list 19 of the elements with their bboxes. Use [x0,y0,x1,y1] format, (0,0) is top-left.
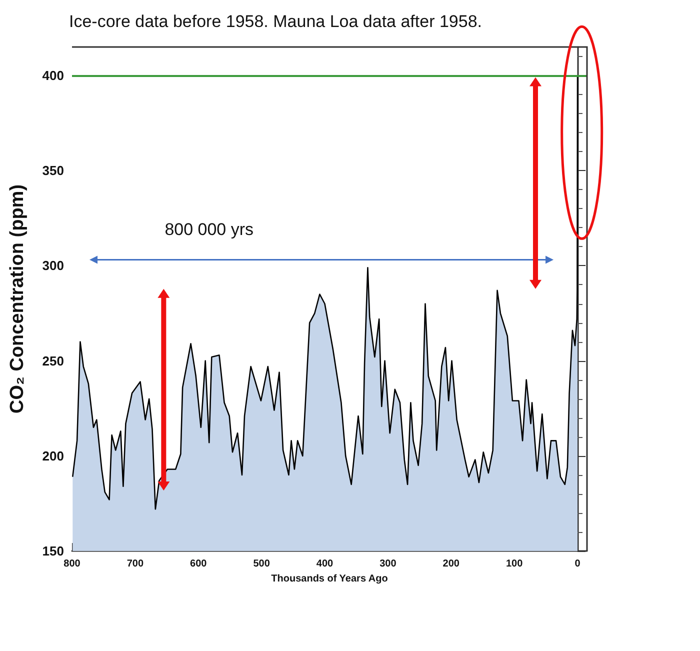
x-tick-label: 200 [442,558,460,570]
chart-title: Ice-core data before 1958. Mauna Loa data after 1958. [69,12,482,31]
x-tick-label: 300 [380,558,397,570]
x-tick-label: 500 [253,558,270,570]
y-tick-label: 350 [42,163,64,178]
y-tick-label: 400 [42,68,64,84]
x-tick-label: 700 [126,558,144,570]
x-tick-label: 100 [506,558,524,570]
x-tick-label: 0 [574,558,581,570]
y-tick-label: 200 [42,448,64,464]
y-axis-title: CO₂ Concentration (ppm) [7,184,28,414]
x-tick-label: 800 [64,558,81,570]
x-tick-label: 600 [190,558,208,570]
x-tick-label: 400 [316,558,334,570]
y-tick-label: 150 [42,544,64,558]
x-axis-title: Thousands of Years Ago [271,573,388,584]
y-tick-label: 300 [42,258,64,274]
annotation: 800 000 yrs [164,220,254,240]
y-tick-label: 250 [42,353,64,368]
